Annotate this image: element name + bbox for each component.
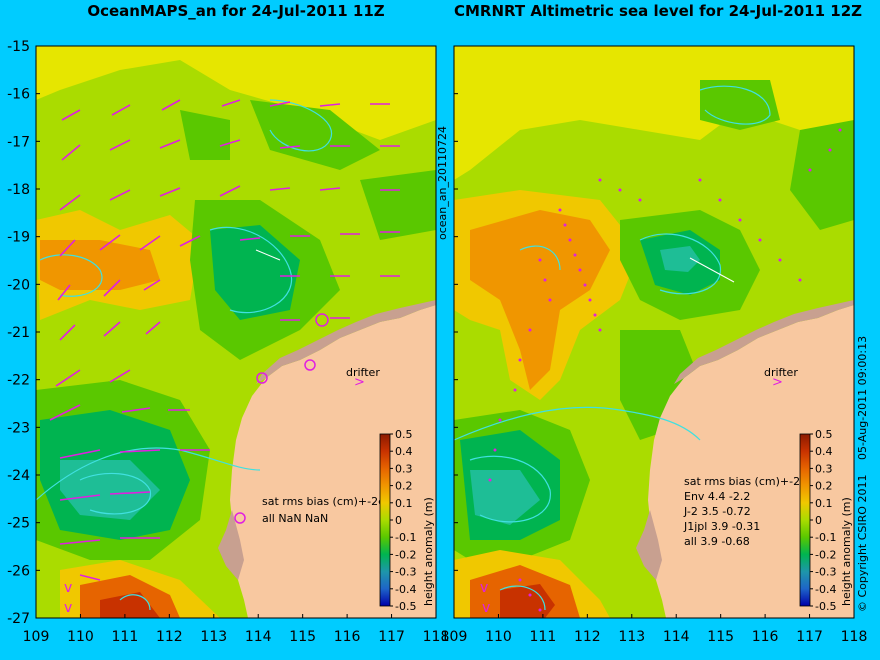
- right-colorbar-tick: 0.3: [815, 462, 833, 475]
- right-colorbar-tick: -0.1: [815, 531, 836, 544]
- left-colorbar-tick: -0.1: [395, 531, 416, 544]
- timestamp-label: 05-Aug-2011 09:00:13: [856, 336, 869, 460]
- left-colorbar-tick: -0.3: [395, 566, 416, 579]
- left-stats-header: sat rms bias (cm)+-2e: [262, 495, 385, 508]
- lat-tick-label: -25: [7, 516, 30, 532]
- right-colorbar-tick: 0.5: [815, 428, 833, 441]
- left-lon-tick-label: 116: [334, 629, 361, 645]
- left-lon-tick-label: 114: [245, 629, 272, 645]
- left-colorbar-tick: 0.5: [395, 428, 413, 441]
- left-stats-line: all NaN NaN: [262, 512, 328, 525]
- left-colorbar-tick: -0.4: [395, 583, 416, 596]
- left-colorbar-tick: 0.4: [395, 445, 413, 458]
- left-lon-tick-label: 115: [289, 629, 316, 645]
- right-stats-line-j2: J-2 3.5 -0.72: [683, 505, 751, 518]
- right-colorbar-tick: -0.2: [815, 548, 836, 561]
- left-lon-tick-label: 111: [112, 629, 139, 645]
- right-colorbar-tick: 0: [815, 514, 822, 527]
- left-lon-tick-label: 117: [378, 629, 405, 645]
- lat-tick-label: -18: [7, 182, 30, 198]
- left-colorbar-tick: -0.2: [395, 548, 416, 561]
- right-colorbar-label: height anomaly (m): [840, 497, 853, 606]
- right-stats-line-j1jpl: J1jpl 3.9 -0.31: [683, 520, 760, 533]
- left-colorbar-tick: -0.5: [395, 600, 416, 613]
- left-lon-tick-label: 118: [423, 629, 450, 645]
- svg-text:v: v: [480, 580, 488, 596]
- right-lon-tick-label: 114: [663, 629, 690, 645]
- middle-run-label: ocean_an_20110724: [436, 126, 449, 240]
- left-lon-tick-label: 109: [23, 629, 50, 645]
- right-colorbar-tick: -0.5: [815, 600, 836, 613]
- lat-tick-label: -24: [7, 468, 30, 484]
- lat-tick-label: -16: [7, 87, 30, 103]
- lat-tick-label: -22: [7, 373, 30, 389]
- left-map-title: OceanMAPS_an for 24-Jul-2011 11Z: [87, 2, 385, 20]
- right-lon-tick-label: 118: [841, 629, 868, 645]
- left-lon-tick-label: 110: [67, 629, 94, 645]
- right-lon-tick-label: 112: [574, 629, 601, 645]
- lat-tick-label: -20: [7, 277, 30, 293]
- right-colorbar-tick: 0.4: [815, 445, 833, 458]
- right-lon-tick-label: 110: [485, 629, 512, 645]
- right-lon-tick-label: 109: [441, 629, 468, 645]
- left-lon-tick-label: 112: [156, 629, 183, 645]
- axis-layer: -15 -16 -17 -18 -19 -20 -21 -22 -23 -24 -25 -26 -27 1…: [7, 39, 867, 645]
- right-colorbar-tick: 0.1: [815, 497, 833, 510]
- left-colorbar-tick: 0.3: [395, 462, 413, 475]
- right-stats-header: sat rms bias (cm)+-20: [684, 475, 807, 488]
- left-colorbar-tick: 0.2: [395, 480, 413, 493]
- altimeter-tracks: [488, 128, 842, 612]
- lat-tick-label: -26: [7, 563, 30, 579]
- right-lon-tick-label: 113: [618, 629, 645, 645]
- lat-tick-label: -21: [7, 325, 30, 341]
- left-drifter-label: drifter: [346, 366, 380, 379]
- right-lon-tick-label: 115: [707, 629, 734, 645]
- right-drifter-label: drifter: [764, 366, 798, 379]
- right-stats-line-all: all 3.9 -0.68: [684, 535, 750, 548]
- lat-tick-label: -17: [7, 134, 30, 150]
- lat-tick-label: -15: [7, 39, 30, 55]
- svg-text:v: v: [64, 600, 72, 616]
- right-lon-tick-label: 117: [796, 629, 823, 645]
- svg-text:v: v: [64, 580, 72, 596]
- lat-tick-label: -27: [7, 611, 30, 627]
- right-map-title: CMRNRT Altimetric sea level for 24-Jul-2…: [454, 2, 863, 20]
- left-colorbar-tick: 0: [395, 514, 402, 527]
- svg-text:>: >: [772, 375, 783, 390]
- current-arrows: [49, 99, 400, 581]
- left-colorbar-tick: 0.1: [395, 497, 413, 510]
- svg-text:>: >: [354, 375, 365, 390]
- copyright-label: © Copyright CSIRO 2011: [856, 475, 869, 612]
- right-colorbar-tick: -0.3: [815, 566, 836, 579]
- right-map-field: v v drifter > sat rms bias (cm)+-20 Env …: [454, 46, 854, 618]
- left-map-field: v v drifter > sat rms bias (cm)+-2e all …: [36, 46, 436, 618]
- right-stats-line-env: Env 4.4 -2.2: [684, 490, 750, 503]
- right-lon-tick-label: 116: [752, 629, 779, 645]
- left-colorbar-label: height anomaly (m): [422, 497, 435, 606]
- lat-tick-label: -19: [7, 230, 30, 246]
- left-lon-tick-label: 113: [200, 629, 227, 645]
- lat-tick-label: -23: [7, 420, 30, 436]
- right-colorbar-tick: -0.4: [815, 583, 836, 596]
- right-lon-tick-label: 111: [530, 629, 557, 645]
- right-colorbar-tick: 0.2: [815, 480, 833, 493]
- svg-text:v: v: [482, 600, 490, 616]
